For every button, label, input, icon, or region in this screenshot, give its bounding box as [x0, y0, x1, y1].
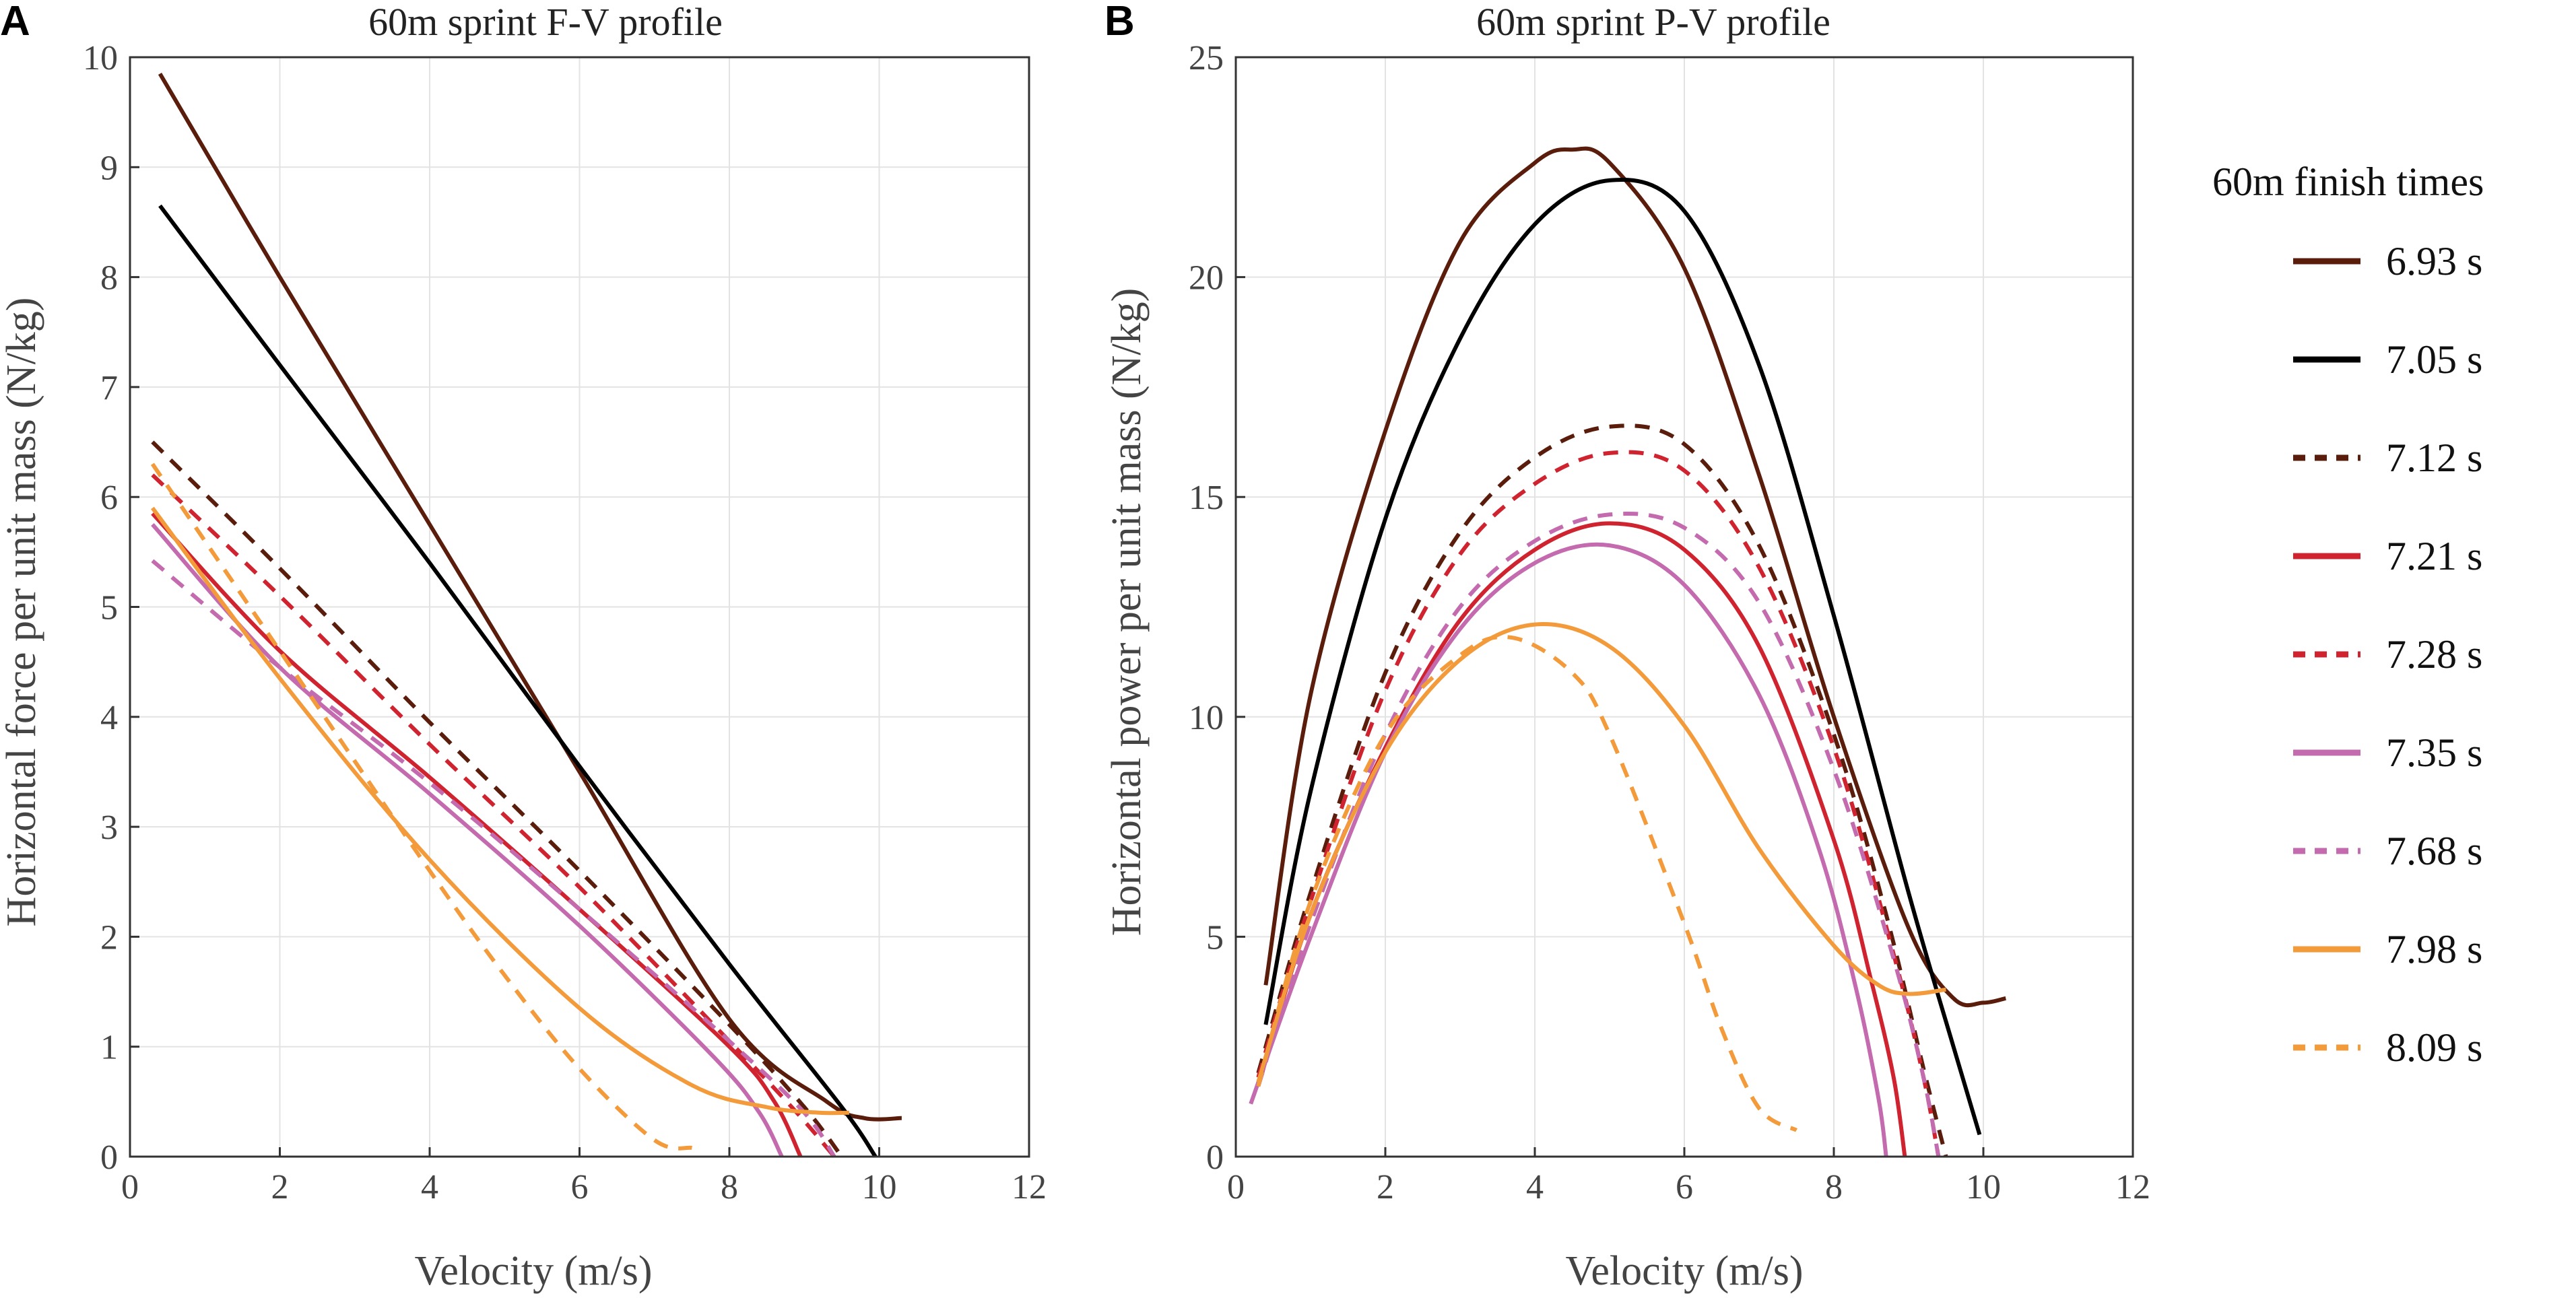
panel-b-series-693 — [1263, 146, 2006, 1008]
panel-b-series-768 — [1256, 511, 1941, 1157]
panel-a-xtick-label: 4 — [421, 1168, 438, 1206]
legend-label: 7.68 s — [2386, 829, 2482, 873]
panel-a-ytick-label: 0 — [100, 1138, 118, 1177]
panel-b-letter: B — [1104, 0, 1135, 44]
panel-b-ylabel: Horizontal power per unit mass (N/kg) — [1104, 288, 1150, 936]
panel-b-ticks: 0 2 4 6 8 10 12 0 5 10 15 20 25 — [1189, 39, 2150, 1206]
panel-a-ytick-label: 7 — [100, 369, 118, 407]
panel-b-ytick-label: 25 — [1189, 39, 1224, 77]
legend-label: 7.35 s — [2386, 730, 2482, 775]
panel-b-series-809 — [1256, 634, 1798, 1132]
panel-b-chart: B 60m sprint P-V profile 0 2 4 6 8 10 12 0 5 10 15… — [1104, 0, 2150, 1294]
panel-b-xtick-label: 12 — [2115, 1168, 2150, 1206]
panel-a-xtick-label: 8 — [721, 1168, 738, 1206]
panel-b-ytick-label: 0 — [1206, 1138, 1224, 1177]
panel-b-ytick-label: 20 — [1189, 259, 1224, 298]
panel-a-ytick-label: 1 — [100, 1029, 118, 1067]
panel-a-ytick-label: 10 — [83, 39, 118, 77]
panel-b-xtick-label: 0 — [1227, 1168, 1245, 1206]
panel-a-chart: A 60m sprint F-V profile 0 2 4 6 8 10 12012345… — [0, 0, 1047, 1294]
panel-a-ytick-label: 8 — [100, 259, 118, 298]
legend-label: 7.05 s — [2386, 337, 2482, 382]
panel-a-ytick-label: 3 — [100, 809, 118, 847]
panel-a-ytick-label: 5 — [100, 589, 118, 627]
panel-a-series-809 — [150, 463, 692, 1151]
panel-a-ytick-label: 6 — [100, 479, 118, 517]
panel-a-series-798 — [150, 506, 850, 1116]
panel-a-title: 60m sprint F-V profile — [368, 0, 723, 44]
panel-a-frame — [129, 56, 1030, 1158]
panel-a-grid — [129, 57, 1030, 1157]
panel-a-xtick-label: 12 — [1012, 1168, 1047, 1206]
panel-a-xtick-label: 10 — [862, 1168, 897, 1206]
legend-label: 7.28 s — [2386, 632, 2482, 677]
legend-label: 7.12 s — [2386, 436, 2482, 480]
panel-b-xtick-label: 6 — [1676, 1168, 1693, 1206]
panel-a-series-768 — [151, 559, 836, 1158]
panel-a-xtick-label: 6 — [571, 1168, 589, 1206]
legend: 60m finish times 6.93 s 7.05 s 7.12 s 7.21 … — [2212, 160, 2484, 1070]
panel-a-series-705 — [158, 204, 878, 1158]
legend-label: 6.93 s — [2386, 239, 2482, 283]
panel-b-series-735 — [1249, 542, 1888, 1157]
panel-b-xtick-label: 4 — [1526, 1168, 1544, 1206]
panel-b-xtick-label: 10 — [1966, 1168, 2001, 1206]
panel-b-series-728 — [1256, 450, 1941, 1157]
panel-b-title: 60m sprint P-V profile — [1476, 0, 1830, 44]
panel-a-series-728 — [151, 473, 836, 1158]
panel-a-series — [150, 72, 902, 1158]
legend-label: 8.09 s — [2386, 1025, 2482, 1070]
panel-b-grid — [1235, 57, 2134, 1157]
panel-a-xtick-label: 0 — [121, 1168, 139, 1206]
panel-b-ytick-label: 5 — [1206, 918, 1224, 957]
panel-a-ylabel: Horizontal force per unit mass (N/kg) — [0, 298, 44, 927]
panel-a-xlabel: Velocity (m/s) — [415, 1248, 653, 1294]
legend-title: 60m finish times — [2212, 160, 2484, 204]
panel-b-series-705 — [1263, 177, 1982, 1136]
panel-a-ytick-label: 9 — [100, 149, 118, 187]
legend-label: 7.98 s — [2386, 927, 2482, 971]
panel-a-xtick-label: 2 — [271, 1168, 289, 1206]
panel-b-xtick-label: 8 — [1825, 1168, 1843, 1206]
legend-label: 7.21 s — [2386, 534, 2482, 578]
panel-b-frame — [1234, 56, 2134, 1158]
panel-b-xlabel: Velocity (m/s) — [1566, 1248, 1804, 1294]
panel-b-ytick-label: 15 — [1189, 479, 1224, 517]
panel-a-ytick-label: 4 — [100, 699, 118, 737]
legend-entries: 6.93 s 7.05 s 7.12 s 7.21 s 7.28 s 7.35 s 7.68… — [2293, 239, 2482, 1070]
panel-b-series — [1249, 146, 2006, 1157]
panel-a-ytick-label: 2 — [100, 918, 118, 957]
panel-a-letter: A — [0, 0, 30, 44]
panel-b-series-798 — [1256, 622, 1946, 1083]
panel-b-series-712 — [1256, 423, 1948, 1157]
panel-a-series-712 — [151, 440, 844, 1158]
panel-b-xtick-label: 2 — [1377, 1168, 1394, 1206]
panel-b-ytick-label: 10 — [1189, 699, 1224, 737]
